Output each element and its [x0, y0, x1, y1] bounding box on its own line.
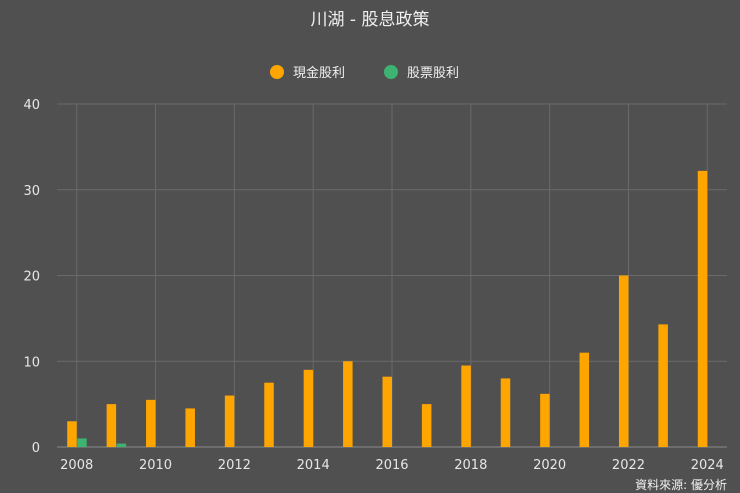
x-tick-label: 2010 — [139, 458, 172, 473]
cash-dividend-bar[interactable] — [618, 275, 629, 448]
legend-cash-label: 現金股利 — [293, 65, 345, 81]
x-tick-label: 2012 — [218, 458, 251, 473]
cash-dividend-bar[interactable] — [146, 399, 156, 447]
x-tick-label: 2018 — [454, 458, 487, 473]
cash-dividend-bar[interactable] — [382, 376, 393, 447]
cash-dividend-bar[interactable] — [579, 352, 590, 447]
legend: 現金股利 股票股利 — [270, 65, 459, 81]
x-tick-label: 2022 — [612, 458, 645, 473]
x-tick-label: 2016 — [375, 458, 408, 473]
cash-dividend-bar[interactable] — [185, 408, 195, 447]
source-label: 資料來源: 優分析 — [635, 478, 727, 492]
cash-dividend-bar[interactable] — [500, 378, 511, 447]
cash-dividend-bar[interactable] — [658, 324, 668, 447]
x-tick-label: 2008 — [60, 458, 93, 473]
y-tick-label: 30 — [23, 184, 40, 199]
x-tick-label: 2020 — [533, 458, 566, 473]
y-tick-label: 0 — [32, 441, 40, 456]
cash-dividend-bar[interactable] — [540, 393, 550, 447]
cash-dividend-bar[interactable] — [697, 170, 708, 447]
cash-dividend-bar[interactable] — [461, 365, 471, 447]
y-tick-label: 40 — [23, 98, 40, 113]
cash-dividend-bar[interactable] — [343, 361, 353, 447]
y-tick-label: 20 — [23, 270, 40, 285]
chart-title: 川湖 - 股息政策 — [311, 10, 430, 30]
cash-dividend-bar[interactable] — [224, 395, 235, 447]
legend-stock-label: 股票股利 — [407, 66, 459, 81]
legend-cash-marker — [270, 65, 284, 79]
cash-dividend-bar[interactable] — [67, 421, 77, 447]
legend-item-cash[interactable]: 現金股利 — [270, 65, 345, 81]
stock-dividend-bar[interactable] — [116, 443, 127, 447]
cash-dividend-bar[interactable] — [264, 382, 274, 447]
stock-dividend-bar[interactable] — [77, 438, 87, 447]
legend-item-stock[interactable]: 股票股利 — [384, 65, 459, 81]
x-tick-label: 2024 — [691, 458, 724, 473]
cash-dividend-bar[interactable] — [421, 404, 432, 447]
cash-dividend-bar[interactable] — [106, 404, 117, 447]
y-tick-label: 10 — [23, 355, 40, 370]
x-tick-label: 2014 — [297, 458, 330, 473]
bars — [67, 170, 708, 448]
cash-dividend-bar[interactable] — [303, 369, 314, 447]
legend-stock-marker — [384, 65, 398, 79]
axis-tick-labels: 0 10 20 30 40 2008 2010 2012 2014 2016 2018 2020 202… — [23, 98, 723, 473]
